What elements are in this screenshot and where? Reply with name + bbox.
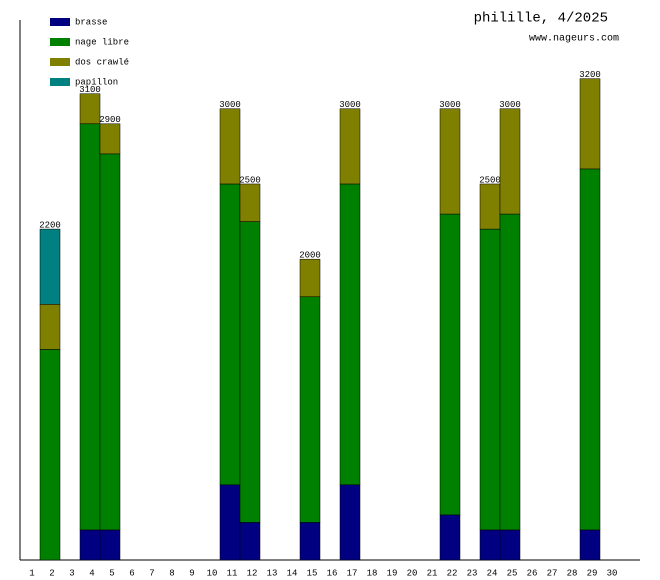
x-tick-label: 20	[407, 568, 418, 578]
bar-segment	[479, 228, 501, 531]
bar-segment	[239, 221, 261, 523]
total-label: 2500	[239, 175, 261, 185]
x-tick-label: 27	[547, 568, 558, 578]
total-label: 2000	[299, 251, 321, 261]
total-label: 3000	[339, 100, 361, 110]
bar-segment	[99, 153, 121, 531]
x-tick-label: 19	[387, 568, 398, 578]
bar-segment	[39, 304, 61, 350]
x-tick-label: 23	[467, 568, 478, 578]
bar-segment	[439, 514, 461, 561]
x-tick-label: 21	[427, 568, 438, 578]
legend-label: papillon	[75, 77, 118, 87]
total-label: 3000	[219, 100, 241, 110]
bar-segment	[239, 183, 261, 222]
chart-title: philille, 4/2025	[474, 11, 608, 27]
x-tick-label: 22	[447, 568, 458, 578]
x-tick-label: 4	[89, 568, 94, 578]
bar-segment	[99, 123, 121, 155]
x-tick-label: 1	[29, 568, 34, 578]
x-tick-label: 11	[227, 568, 238, 578]
bar-segment	[79, 123, 101, 531]
legend-swatch	[50, 38, 70, 46]
x-tick-label: 7	[149, 568, 154, 578]
x-tick-label: 15	[307, 568, 318, 578]
legend-label: dos crawlé	[75, 57, 129, 67]
bar-segment	[579, 529, 601, 561]
x-tick-label: 12	[247, 568, 258, 578]
bar-segment	[479, 529, 501, 561]
x-tick-label: 18	[367, 568, 378, 578]
total-label: 3100	[79, 85, 101, 95]
x-tick-label: 2	[49, 568, 54, 578]
bar-segment	[499, 108, 521, 215]
legend-swatch	[50, 78, 70, 86]
bar-segment	[339, 108, 361, 185]
x-tick-label: 3	[69, 568, 74, 578]
x-tick-label: 5	[109, 568, 114, 578]
x-tick-label: 17	[347, 568, 358, 578]
total-label: 3000	[499, 100, 521, 110]
bar-segment	[499, 529, 521, 561]
total-label: 2200	[39, 220, 61, 230]
x-tick-label: 28	[567, 568, 578, 578]
bar-segment	[579, 78, 601, 170]
x-tick-label: 30	[607, 568, 618, 578]
x-tick-label: 13	[267, 568, 278, 578]
x-tick-label: 25	[507, 568, 518, 578]
legend-swatch	[50, 18, 70, 26]
bar-segment	[299, 522, 321, 561]
bar-segment	[39, 349, 61, 561]
total-label: 3200	[579, 70, 601, 80]
x-tick-label: 29	[587, 568, 598, 578]
bar-segment	[39, 228, 61, 305]
x-tick-label: 9	[189, 568, 194, 578]
bar-segment	[219, 183, 241, 486]
total-label: 3000	[439, 100, 461, 110]
bar-segment	[339, 484, 361, 561]
x-tick-label: 10	[207, 568, 218, 578]
bar-segment	[299, 296, 321, 523]
x-tick-label: 16	[327, 568, 338, 578]
bar-segment	[339, 183, 361, 486]
x-tick-label: 24	[487, 568, 498, 578]
bar-segment	[499, 213, 521, 531]
x-tick-label: 8	[169, 568, 174, 578]
bar-segment	[79, 93, 101, 125]
bar-segment	[219, 484, 241, 561]
x-tick-label: 14	[287, 568, 298, 578]
bar-segment	[239, 522, 261, 561]
bar-segment	[579, 168, 601, 531]
chart-subtitle: www.nageurs.com	[529, 34, 619, 45]
legend-label: brasse	[75, 17, 107, 27]
bar-segment	[219, 108, 241, 185]
x-tick-label: 6	[129, 568, 134, 578]
bar-segment	[299, 258, 321, 298]
legend-swatch	[50, 58, 70, 66]
total-label: 2900	[99, 115, 121, 125]
legend-label: nage libre	[75, 37, 129, 47]
bar-segment	[479, 183, 501, 230]
bar-segment	[99, 529, 121, 561]
bar-segment	[439, 213, 461, 516]
bar-segment	[79, 529, 101, 561]
total-label: 2500	[479, 175, 501, 185]
bar-segment	[439, 108, 461, 215]
x-tick-label: 26	[527, 568, 538, 578]
